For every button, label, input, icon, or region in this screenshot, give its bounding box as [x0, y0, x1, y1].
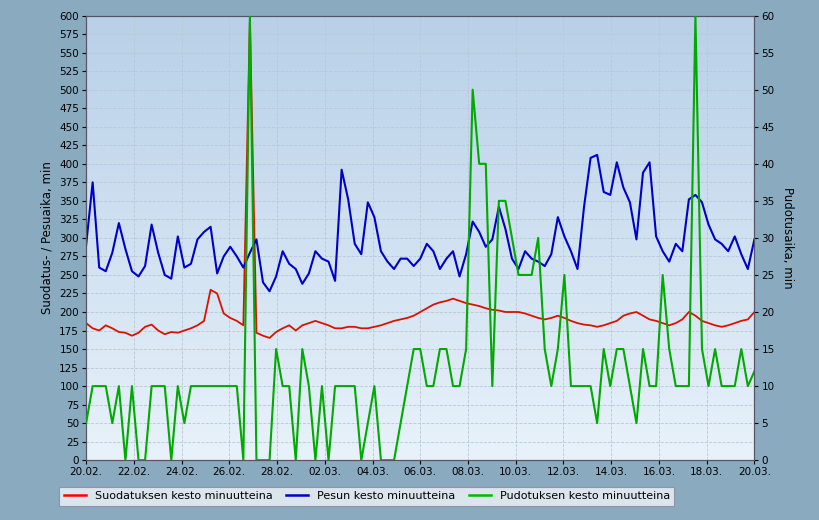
Y-axis label: Suodatus- / Pesuaika, min: Suodatus- / Pesuaika, min	[41, 162, 54, 314]
Y-axis label: Pudotusaika, min: Pudotusaika, min	[780, 187, 793, 289]
Legend: Suodatuksen kesto minuutteina, Pesun kesto minuutteina, Pudotuksen kesto minuutt: Suodatuksen kesto minuutteina, Pesun kes…	[59, 487, 673, 506]
